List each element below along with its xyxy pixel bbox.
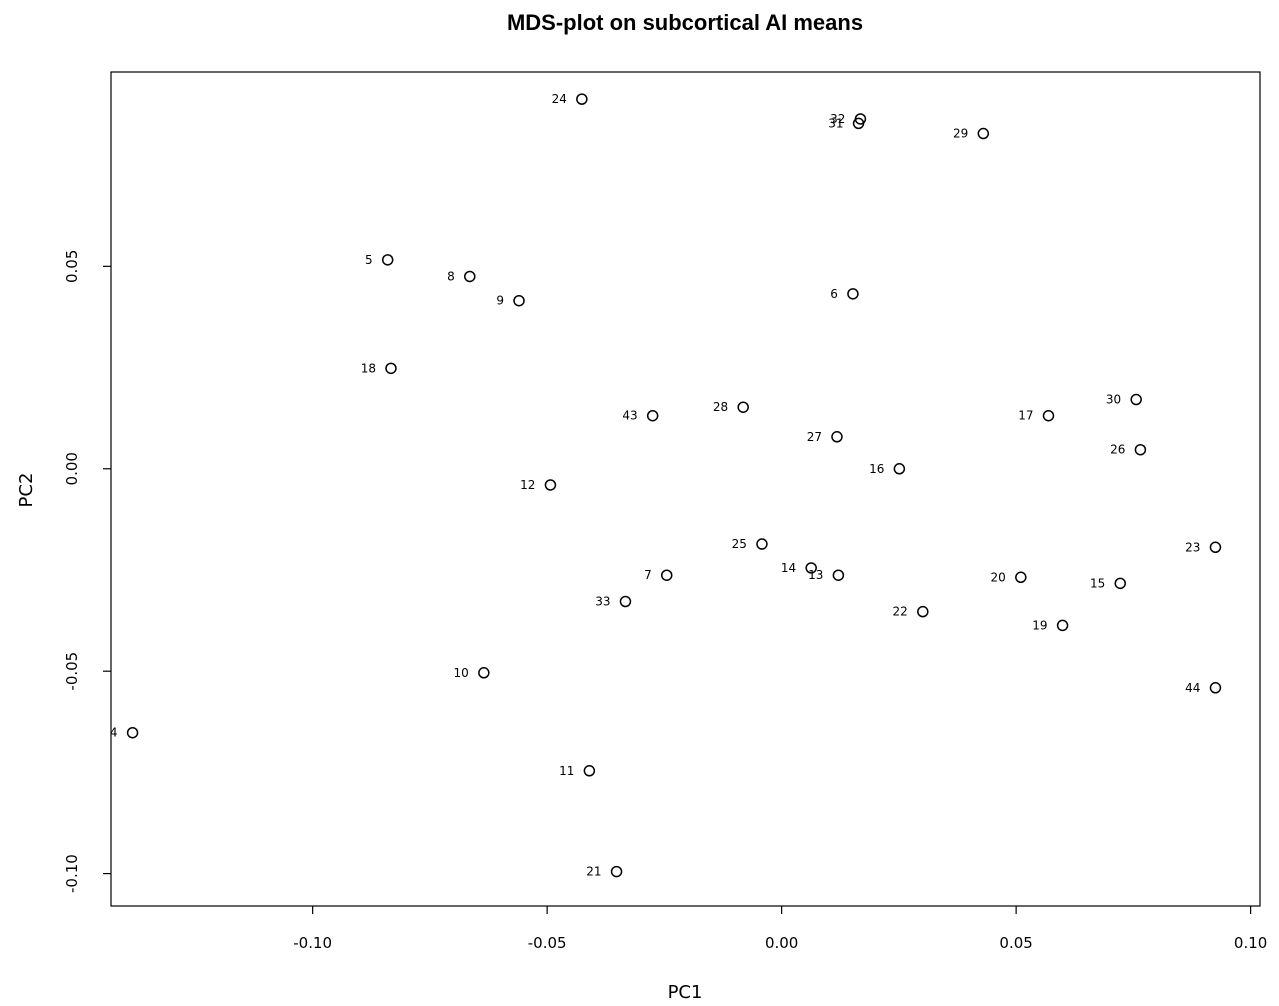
data-point [1134, 443, 1147, 456]
point-label: 31 [828, 116, 843, 130]
point-label: 43 [622, 409, 637, 423]
point-label: 5 [365, 253, 373, 267]
data-point [583, 765, 596, 777]
data-point [917, 605, 929, 618]
point-label: 44 [1185, 681, 1200, 695]
point-label: 33 [595, 595, 610, 609]
point-label: 10 [454, 666, 469, 680]
point-label: 30 [1106, 393, 1121, 407]
point-label: 19 [1032, 618, 1047, 632]
point-label: 24 [552, 92, 567, 106]
data-point [610, 865, 623, 878]
data-point [544, 479, 557, 491]
y-tick-label: 0.00 [63, 452, 81, 485]
data-point [385, 362, 397, 375]
point-label: 27 [807, 430, 822, 444]
point-label: 13 [808, 568, 823, 582]
data-point [832, 569, 845, 581]
y-tick-label: 0.05 [63, 250, 81, 283]
point-label: 8 [447, 269, 455, 283]
data-point [660, 569, 673, 581]
data-point [1130, 393, 1142, 406]
point-label: 29 [953, 127, 968, 141]
point-label: 17 [1018, 409, 1033, 423]
point-label: 4 [110, 726, 118, 740]
point-label: 21 [586, 865, 601, 879]
x-tick-label: -0.05 [528, 934, 567, 952]
data-point [576, 93, 588, 105]
data-point [852, 117, 865, 130]
point-label: 28 [713, 400, 728, 414]
plot-frame [110, 71, 1261, 907]
chart-title: MDS-plot on subcortical AI means [507, 10, 863, 35]
y-tick-label: -0.05 [63, 652, 81, 691]
data-point [126, 726, 139, 739]
y-axis-label: PC2 [16, 473, 37, 508]
x-tick-label: 0.00 [765, 934, 798, 952]
data-point [1042, 409, 1055, 422]
x-axis-label: PC1 [668, 982, 703, 1003]
data-point [619, 595, 632, 608]
point-label: 26 [1110, 443, 1125, 457]
data-point [1056, 619, 1069, 632]
point-label: 16 [869, 462, 884, 476]
data-point [847, 288, 859, 300]
point-label: 7 [644, 568, 652, 582]
data-point [977, 127, 990, 140]
x-tick-label: 0.10 [1234, 934, 1267, 952]
point-label: 11 [559, 764, 574, 778]
point-label: 23 [1185, 540, 1200, 554]
y-tick-label: -0.10 [63, 854, 81, 893]
point-label: 18 [361, 361, 376, 375]
point-label: 32 [830, 112, 845, 126]
data-point [893, 463, 906, 475]
data-point [381, 254, 394, 266]
data-point [1114, 577, 1126, 590]
point-label: 15 [1090, 576, 1105, 590]
data-point [805, 562, 817, 574]
point-label: 12 [520, 478, 535, 492]
point-label: 20 [991, 570, 1006, 584]
x-axis: -0.10 -0.05 0.00 0.05 0.10 [293, 906, 1267, 952]
point-label: 25 [732, 537, 747, 551]
data-point [756, 538, 768, 550]
data-point [831, 431, 843, 443]
data-point [1015, 571, 1027, 584]
data-point [513, 294, 525, 307]
point-label: 9 [496, 294, 504, 308]
data-point [737, 401, 749, 413]
x-tick-label: 0.05 [999, 934, 1032, 952]
data-point [1209, 682, 1222, 694]
point-label: 22 [893, 605, 908, 619]
point-label: 6 [830, 287, 838, 301]
x-tick-label: -0.10 [293, 934, 332, 952]
data-point [464, 270, 476, 283]
data-point [478, 667, 490, 679]
point-label: 14 [781, 561, 796, 575]
y-axis: -0.10 -0.05 0.00 0.05 [63, 250, 111, 893]
data-point [646, 409, 659, 422]
data-point [1209, 541, 1222, 554]
